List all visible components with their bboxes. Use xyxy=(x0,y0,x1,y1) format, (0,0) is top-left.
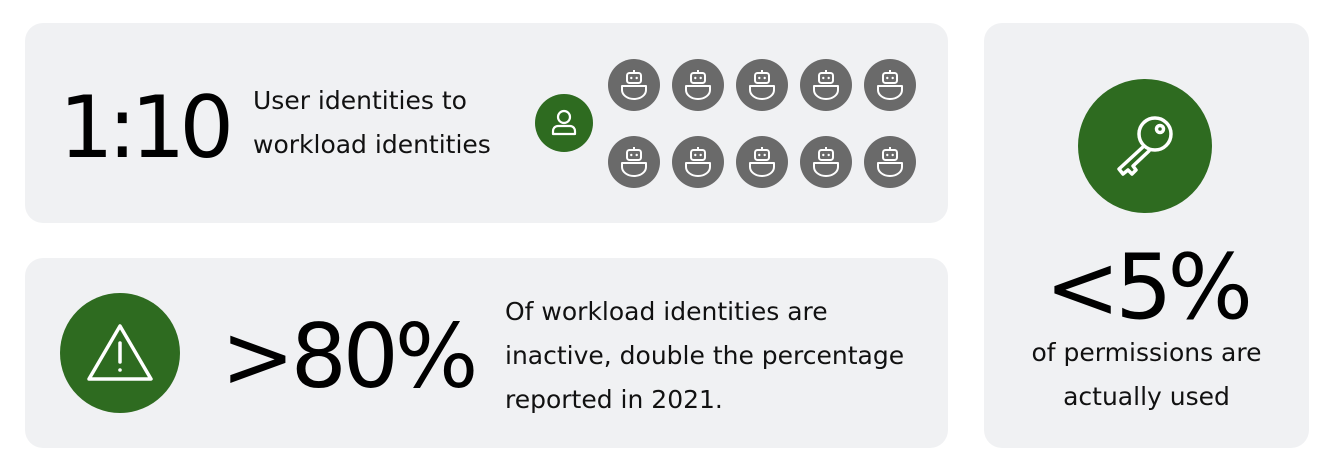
ratio-card: 1:10 User identities to workload identit… xyxy=(25,23,948,223)
permissions-card: <5% of permissions are actually used xyxy=(984,23,1309,448)
permissions-description-line-2: actually used xyxy=(1063,382,1230,411)
inactive-description-line-3: reported in 2021. xyxy=(505,385,723,414)
robot-icon xyxy=(736,136,788,188)
robot-icon xyxy=(672,59,724,111)
permissions-value: <5% xyxy=(1044,235,1253,340)
key-icon xyxy=(1078,79,1212,213)
inactive-value: >80% xyxy=(221,305,478,408)
robot-icon xyxy=(800,136,852,188)
warning-icon xyxy=(60,293,180,413)
inactive-description-line-1: Of workload identities are xyxy=(505,297,828,326)
robot-icon xyxy=(736,59,788,111)
inactive-card: >80% Of workload identities are inactive… xyxy=(25,258,948,448)
user-icon xyxy=(535,94,593,152)
robot-icon xyxy=(672,136,724,188)
permissions-description-line-1: of permissions are xyxy=(1031,338,1262,367)
permissions-description: of permissions are actually used xyxy=(984,331,1309,419)
robot-icon xyxy=(608,136,660,188)
inactive-description: Of workload identities are inactive, dou… xyxy=(505,290,904,422)
ratio-description: User identities to workload identities xyxy=(253,79,503,167)
robot-icon xyxy=(608,59,660,111)
ratio-value: 1:10 xyxy=(59,78,234,178)
inactive-description-line-2: inactive, double the percentage xyxy=(505,341,905,370)
robot-icon xyxy=(800,59,852,111)
robot-icon xyxy=(864,136,916,188)
ratio-description-line-2: workload identities xyxy=(253,130,491,159)
ratio-description-line-1: User identities to xyxy=(253,86,467,115)
robot-icon xyxy=(864,59,916,111)
